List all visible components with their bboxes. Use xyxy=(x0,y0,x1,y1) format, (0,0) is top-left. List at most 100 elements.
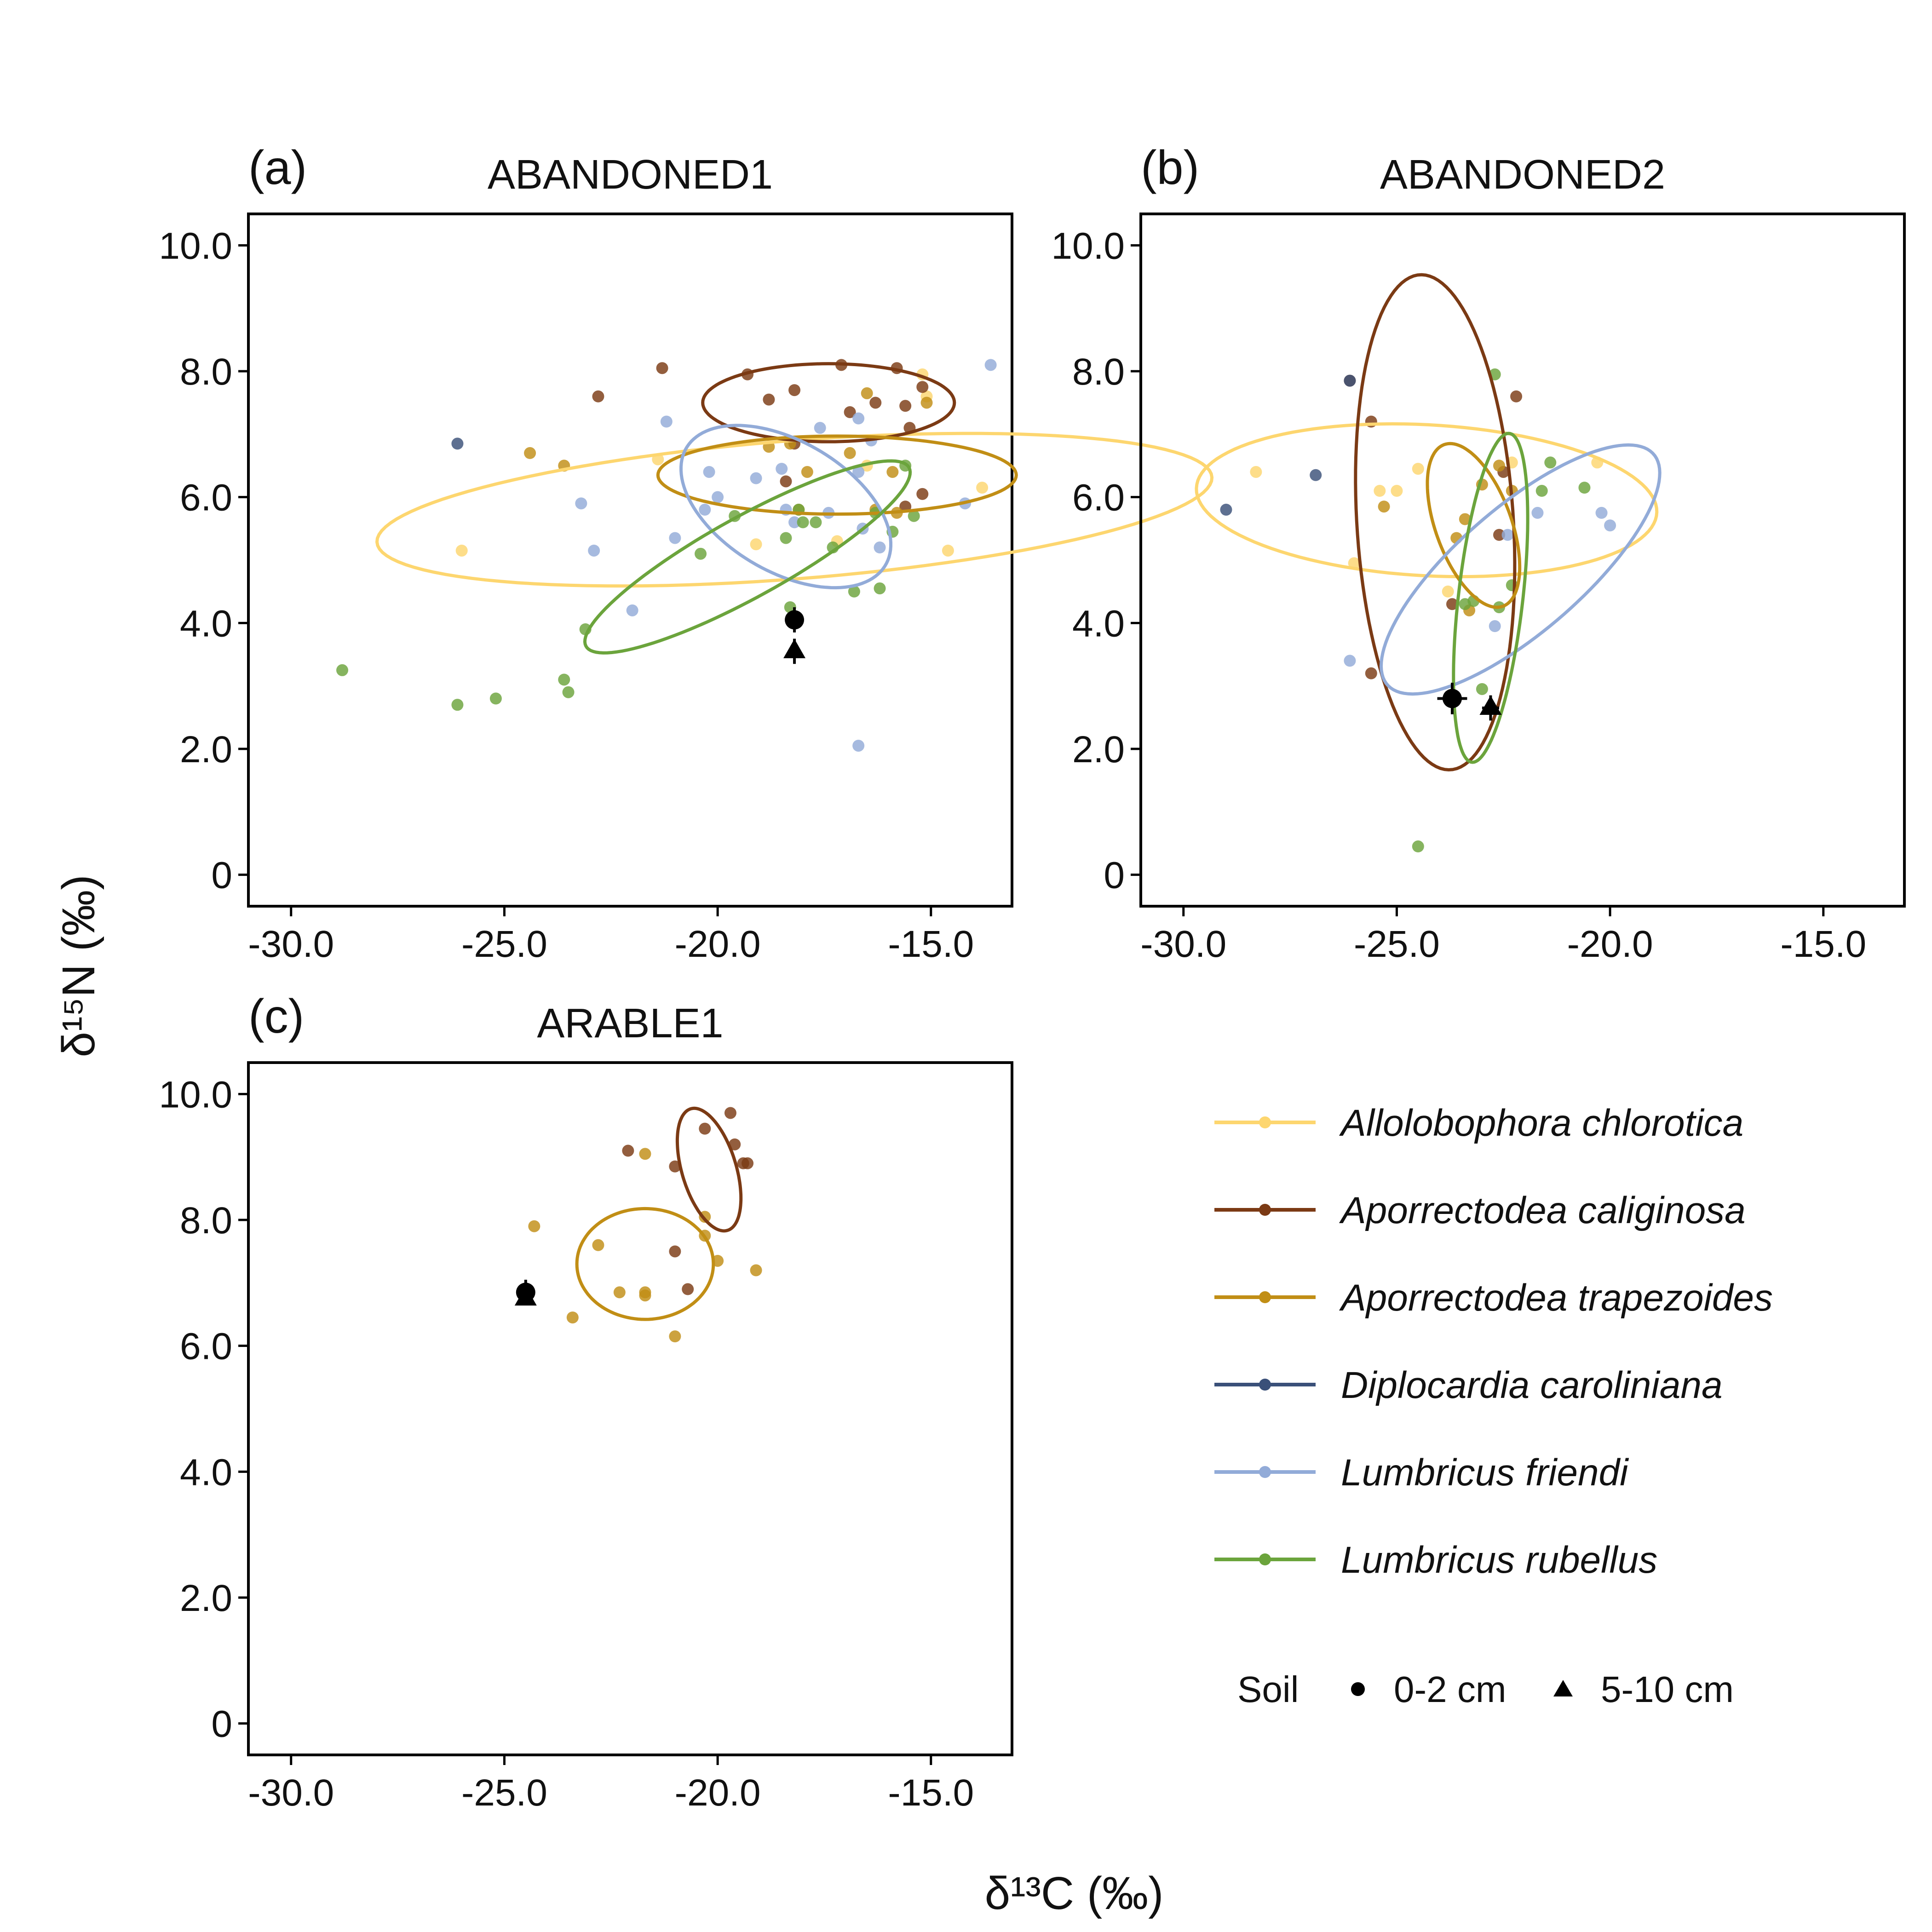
legend-swatch-dot xyxy=(1259,1379,1271,1391)
data-point xyxy=(451,699,464,711)
data-point xyxy=(566,1311,579,1324)
data-points xyxy=(1220,368,1616,853)
data-point xyxy=(920,397,933,409)
data-point xyxy=(1604,519,1616,532)
data-point xyxy=(810,516,822,529)
soil-legend-label: 0-2 cm xyxy=(1394,1669,1506,1710)
x-tick-label: -15.0 xyxy=(888,923,974,965)
legend-label: Lumbricus rubellus xyxy=(1341,1539,1657,1581)
data-point xyxy=(844,406,856,418)
legend-item: Aporrectodea trapezoides xyxy=(1214,1277,1773,1319)
data-point xyxy=(1412,463,1424,475)
y-tick-label: 6.0 xyxy=(1072,477,1125,519)
ellipses xyxy=(575,1106,743,1321)
data-point xyxy=(1501,529,1514,541)
legend-label: Aporrectodea caliginosa xyxy=(1339,1190,1746,1231)
data-point xyxy=(750,472,762,484)
data-point xyxy=(861,387,873,399)
data-point xyxy=(1348,557,1360,569)
data-point xyxy=(699,1122,711,1135)
plot-frame xyxy=(247,1061,1013,1756)
soil-circle-marker xyxy=(1442,689,1462,708)
y-tick-label: 2.0 xyxy=(1072,729,1125,770)
legend-label: Allolobophora chlorotica xyxy=(1339,1102,1743,1144)
y-tick-label: 4.0 xyxy=(1072,603,1125,644)
legend-item: Allolobophora chlorotica xyxy=(1214,1102,1743,1144)
ellipse xyxy=(679,424,892,590)
y-tick-label: 4.0 xyxy=(180,1451,232,1493)
x-tick-label: -25.0 xyxy=(461,1772,547,1814)
panel-title: ABANDONED2 xyxy=(1380,152,1665,198)
data-point xyxy=(639,1148,651,1160)
data-point xyxy=(886,466,899,478)
data-point xyxy=(788,516,801,529)
data-point xyxy=(852,466,865,478)
data-point xyxy=(848,585,860,598)
data-point xyxy=(1531,506,1544,519)
data-point xyxy=(852,740,865,752)
data-point xyxy=(1510,390,1523,402)
data-point xyxy=(874,582,886,595)
legend-swatch-dot xyxy=(1259,1291,1271,1303)
data-point xyxy=(1459,513,1471,525)
panel-letter: (b) xyxy=(1141,141,1199,195)
x-tick-label: -30.0 xyxy=(1140,923,1226,965)
data-point xyxy=(724,1107,736,1119)
data-point xyxy=(669,532,681,544)
soil-legend-label: 5-10 cm xyxy=(1601,1669,1734,1710)
data-point xyxy=(1493,529,1505,541)
data-point xyxy=(780,532,792,544)
legend-swatch-dot xyxy=(1259,1553,1271,1565)
ellipse xyxy=(575,1207,715,1321)
soil-triangle-marker xyxy=(1479,696,1502,715)
y-tick-label: 0 xyxy=(1104,855,1125,897)
ellipse xyxy=(701,362,956,443)
data-point xyxy=(1544,456,1557,469)
data-point xyxy=(869,397,882,409)
data-point xyxy=(1595,506,1608,519)
x-tick-label: -15.0 xyxy=(1780,923,1866,965)
legend-swatch-dot xyxy=(1259,1466,1271,1478)
y-tick-label: 6.0 xyxy=(180,477,232,519)
data-point xyxy=(669,1160,681,1173)
data-point xyxy=(699,504,711,516)
panel-title: ABANDONED1 xyxy=(488,152,773,198)
legend-item: Lumbricus rubellus xyxy=(1214,1539,1657,1581)
data-point xyxy=(780,475,792,488)
data-point xyxy=(976,482,989,494)
soil-legend-title: Soil xyxy=(1237,1669,1299,1710)
ellipse xyxy=(583,459,912,655)
data-point xyxy=(814,422,826,434)
ellipse xyxy=(375,431,1214,588)
y-tick-label: 2.0 xyxy=(180,729,232,770)
legend-label: Aporrectodea trapezoides xyxy=(1339,1277,1773,1319)
data-point xyxy=(1344,374,1356,387)
data-point xyxy=(712,491,724,503)
data-point xyxy=(558,673,570,686)
data-point xyxy=(750,538,762,551)
x-tick-label: -15.0 xyxy=(888,1772,974,1814)
data-point xyxy=(852,412,865,425)
data-point xyxy=(1489,620,1501,632)
y-axis-title: δ¹⁵N (‰) xyxy=(53,874,104,1057)
legend-item: Diplocardia caroliniana xyxy=(1214,1364,1723,1406)
data-point xyxy=(1412,840,1424,853)
data-point xyxy=(788,384,801,397)
data-point xyxy=(729,1138,741,1150)
ellipse xyxy=(1379,443,1662,696)
data-point xyxy=(1250,466,1262,478)
data-point xyxy=(528,1220,540,1232)
data-point xyxy=(844,447,856,459)
data-point xyxy=(669,1245,681,1258)
chart-panel: -30.0 -25.0 -20.0 -15.0 0 2.0 4.0 6.0 8.0 10.0 (a)… xyxy=(159,141,1214,965)
ellipse xyxy=(1354,273,1517,772)
x-tick-label: -30.0 xyxy=(248,923,334,965)
x-tick-label: -20.0 xyxy=(675,923,761,965)
data-point xyxy=(801,466,813,478)
y-tick-label: 8.0 xyxy=(1072,351,1125,393)
data-point xyxy=(656,362,668,374)
x-tick-label: -25.0 xyxy=(461,923,547,965)
legend-swatch-dot xyxy=(1259,1116,1271,1128)
soil-legend: Soil 0-2 cm 5-10 cm xyxy=(1237,1669,1734,1710)
x-tick-label: -20.0 xyxy=(675,1772,761,1814)
